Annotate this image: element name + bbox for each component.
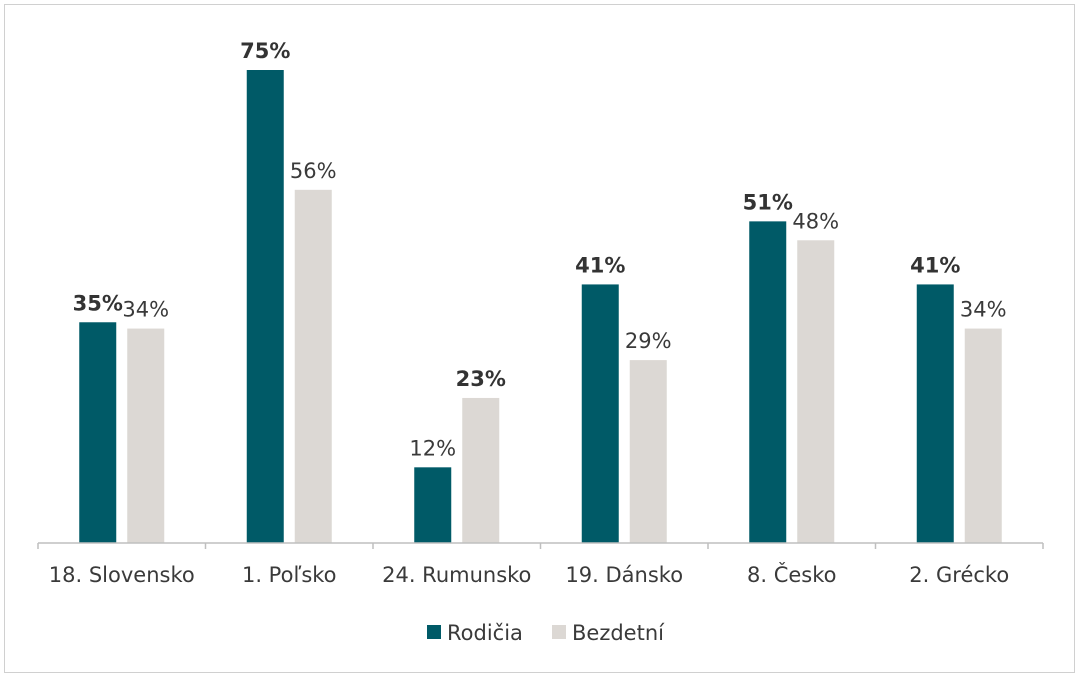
bars-layer: [79, 70, 1002, 544]
value-label-bezdetni-18-slovensko: 34%: [122, 298, 169, 322]
x-tick-label-18-slovensko: 18. Slovensko: [49, 563, 195, 587]
legend-label-rodicia: Rodičia: [447, 621, 523, 645]
x-tick-label-1-polsko: 1. Poľsko: [242, 563, 337, 587]
bar-bezdetni-18-slovensko: [127, 328, 165, 543]
value-label-rodicia-18-slovensko: 35%: [73, 291, 123, 315]
value-label-rodicia-24-rumunsko: 12%: [409, 436, 456, 460]
legend-label-bezdetni: Bezdetní: [572, 621, 665, 645]
value-labels: 35% 34%75%56%12%23%41%29%51%48%41%34%: [73, 39, 1007, 460]
value-label-rodicia-1-polsko: 75%: [240, 39, 290, 63]
value-label-bezdetni-2-grecko: 34%: [960, 298, 1007, 322]
bar-bezdetni-1-polsko: [294, 189, 332, 543]
value-label-rodicia-8-cesko: 51%: [743, 190, 793, 214]
value-label-bezdetni-19-dansko: 29%: [625, 329, 672, 353]
value-label-bezdetni-8-cesko: 48%: [792, 209, 839, 233]
bar-rodicia-19-dansko: [581, 284, 619, 543]
value-label-rodicia-19-dansko: 41%: [575, 253, 625, 277]
value-label-bezdetni-1-polsko: 56%: [290, 159, 337, 183]
legend: Rodičia Bezdetní: [427, 621, 665, 645]
value-label-bezdetni-24-rumunsko: 23%: [456, 367, 506, 391]
bar-bezdetni-2-grecko: [964, 328, 1002, 543]
bar-bezdetni-8-cesko: [797, 240, 835, 543]
bar-rodicia-1-polsko: [246, 70, 284, 543]
bar-bezdetni-24-rumunsko: [462, 397, 500, 543]
x-tick-label-24-rumunsko: 24. Rumunsko: [382, 563, 531, 587]
legend-swatch-rodicia: [427, 625, 441, 639]
bar-rodicia-8-cesko: [749, 221, 787, 544]
bar-rodicia-2-grecko: [916, 284, 954, 543]
bar-rodicia-24-rumunsko: [414, 467, 452, 543]
value-label-rodicia-2-grecko: 41%: [910, 253, 960, 277]
x-axis: 18. Slovensko 1. Poľsko 24. Rumunsko 19. Dá…: [37, 542, 1044, 587]
x-tick-label-19-dansko: 19. Dánsko: [565, 563, 683, 587]
legend-swatch-bezdetni: [552, 625, 566, 639]
bar-bezdetni-19-dansko: [629, 360, 667, 543]
x-tick-label-8-cesko: 8. Česko: [747, 562, 837, 587]
bar-rodicia-18-slovensko: [79, 322, 117, 543]
chart-frame: [4, 4, 1075, 673]
x-tick-label-2-grecko: 2. Grécko: [909, 563, 1009, 587]
